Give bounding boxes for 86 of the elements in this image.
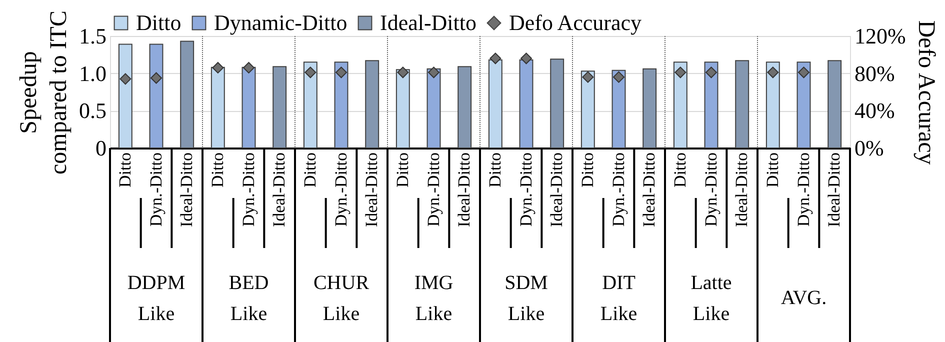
x-tick-label: Dyn.-Ditto (608, 152, 628, 227)
bar (396, 69, 410, 148)
x-tick-label: Ditto (300, 152, 320, 188)
point (150, 72, 162, 84)
point (304, 66, 316, 78)
x-tick-label: Ditto (392, 152, 412, 188)
y-tick-label: 0 (96, 136, 106, 160)
x-tick-label: Ideal-Ditto (824, 152, 844, 228)
y2-axis-title: Defo Accuracy (912, 20, 939, 165)
bar (149, 44, 164, 148)
bar (828, 60, 842, 148)
point (428, 66, 440, 78)
point (582, 71, 594, 83)
x-tick-label: Ideal-Ditto (177, 152, 196, 228)
bar (118, 44, 132, 148)
y-tick-label: 1.0 (79, 60, 106, 86)
bar (612, 70, 626, 148)
x-tick-label: Ditto (485, 152, 504, 188)
text: AVG. (780, 287, 827, 309)
bar (242, 66, 256, 148)
bar (272, 66, 287, 148)
bar (673, 62, 688, 148)
x-tick-label: Dyn.-Ditto (331, 152, 350, 227)
bar (365, 60, 380, 148)
x-tick-label: Ideal-Ditto (270, 152, 289, 228)
bar (426, 68, 441, 148)
point (674, 66, 686, 78)
bar (642, 68, 657, 148)
point (613, 71, 624, 83)
point (243, 62, 254, 74)
text: BED Like (228, 272, 269, 325)
point (120, 73, 132, 85)
y-tick-label: 1.5 (79, 24, 106, 48)
point (397, 66, 409, 78)
legend-label: Defo Accuracy (509, 10, 642, 35)
text: IMG Like (414, 272, 454, 325)
point (798, 66, 810, 78)
point (336, 66, 347, 78)
text: CHUR Like (313, 272, 370, 325)
bar (704, 62, 718, 148)
x-tick-label: Dyn.-Ditto (516, 152, 536, 227)
bar (796, 62, 811, 148)
point (706, 66, 717, 78)
y2-tick-label: 0% (854, 136, 884, 160)
text: SDM Like (504, 272, 548, 325)
x-tick-label: Ditto (208, 152, 227, 188)
legend-label: Dynamic-Ditto (214, 10, 348, 35)
x-tick-label: Dyn.-Ditto (424, 152, 443, 227)
y2-tick-label: 80% (854, 60, 895, 86)
x-tick-label: Dyn.-Ditto (794, 152, 813, 227)
y2-tick-label: 40% (854, 98, 895, 124)
x-tick-label: Ditto (115, 152, 134, 188)
point (212, 62, 224, 74)
x-tick-label: Ideal-Ditto (454, 152, 474, 228)
x-tick-label: Ditto (762, 152, 782, 188)
x-tick-label: Ideal-Ditto (732, 152, 752, 228)
x-tick-label: Dyn.-Ditto (238, 152, 258, 227)
bar (766, 62, 780, 148)
y-tick-label: 0.5 (79, 98, 106, 124)
x-tick-label: Ideal-Ditto (547, 152, 566, 228)
bar (303, 62, 318, 148)
bar (488, 59, 502, 148)
bar (458, 66, 472, 148)
point (490, 52, 502, 64)
bar (210, 66, 225, 148)
y2-tick-label: 120% (854, 24, 906, 48)
bar (180, 40, 194, 148)
x-tick-label: Ditto (578, 152, 597, 188)
point (767, 66, 779, 78)
x-tick-label: Ideal-Ditto (362, 152, 382, 228)
x-tick-label: Ideal-Ditto (640, 152, 659, 228)
text: DDPM Like (127, 272, 186, 325)
text: Latte Like (690, 272, 732, 325)
legend-label: Ideal-Ditto (380, 10, 477, 35)
bar (580, 70, 595, 148)
text: DIT Like (600, 272, 638, 325)
bar (334, 62, 348, 148)
x-tick-label: Dyn.-Ditto (701, 152, 720, 227)
bar (519, 59, 534, 148)
legend-label: Ditto (136, 10, 182, 35)
y-axis-title: Speedup compared to ITC (16, 10, 72, 174)
x-tick-label: Dyn.-Ditto (146, 152, 166, 227)
point (520, 52, 532, 64)
x-tick-label: Ditto (670, 152, 690, 188)
bar (735, 60, 750, 148)
bar (550, 58, 564, 148)
